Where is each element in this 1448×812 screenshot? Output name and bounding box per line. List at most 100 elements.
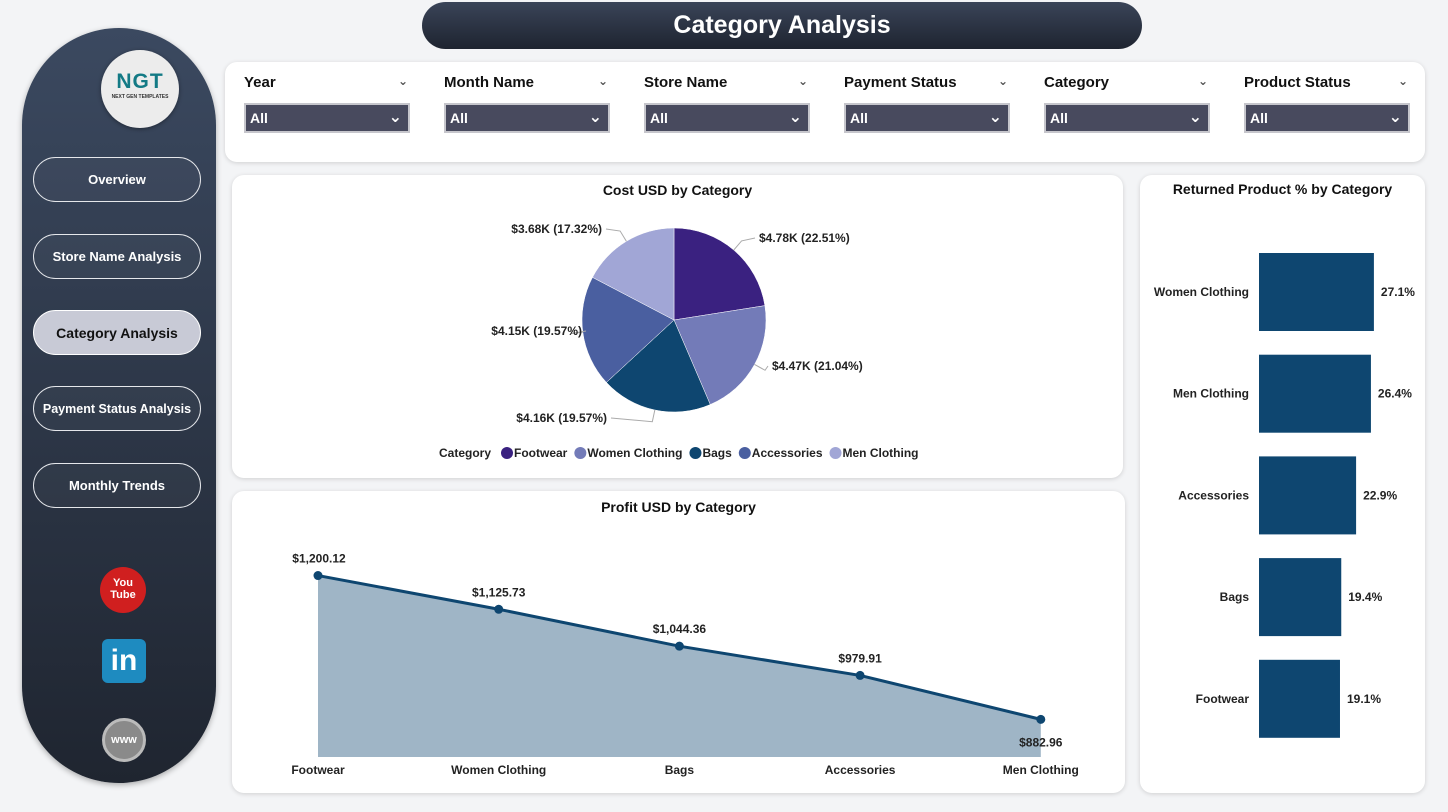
- filter-label: Year ⌄: [244, 74, 410, 96]
- chevron-down-icon[interactable]: ⌄: [1397, 74, 1408, 88]
- legend-marker: [829, 447, 842, 459]
- bar-men-clothing[interactable]: [1259, 354, 1371, 433]
- filter-label-text: Store Name: [644, 74, 728, 91]
- pie-slice-bags[interactable]: [606, 319, 711, 413]
- data-point[interactable]: [494, 604, 504, 614]
- pie-slice-footwear[interactable]: [673, 227, 766, 321]
- filter-label: Store Name ⌄: [644, 74, 810, 96]
- filter-value: All: [1250, 110, 1268, 126]
- x-tick-label: Accessories: [825, 763, 896, 777]
- chevron-down-icon[interactable]: ⌄: [397, 74, 408, 88]
- nav-overview[interactable]: Overview: [33, 157, 201, 202]
- bar-data-label: 22.9%: [1363, 488, 1397, 502]
- leader-line: [570, 330, 587, 335]
- legend-title: Category: [439, 446, 491, 460]
- filter-dropdown[interactable]: All ⌄: [1244, 103, 1410, 133]
- filter-value: All: [1050, 110, 1068, 126]
- globe-icon[interactable]: www: [102, 718, 146, 762]
- data-label: $1,125.73: [472, 585, 526, 599]
- area-fill: [318, 575, 1041, 757]
- chevron-down-icon: ⌄: [1388, 109, 1402, 126]
- filter-category: Category ⌄ All ⌄: [1044, 74, 1210, 133]
- data-point[interactable]: [1036, 714, 1046, 724]
- logo-subtext: NEXT GEN TEMPLATES: [111, 94, 169, 100]
- chevron-down-icon: ⌄: [988, 109, 1002, 126]
- data-point[interactable]: [674, 641, 684, 651]
- linkedin-icon[interactable]: in: [102, 639, 146, 683]
- nav-category-analysis[interactable]: Category Analysis: [33, 310, 201, 355]
- pie-data-label: $4.47K (21.04%): [772, 359, 863, 373]
- pie-data-label: $4.16K (19.57%): [516, 411, 607, 425]
- returned-chart-title: Returned Product % by Category: [1172, 181, 1393, 197]
- filter-dropdown[interactable]: All ⌄: [644, 103, 810, 133]
- filter-product-status: Product Status ⌄ All ⌄: [1244, 74, 1410, 133]
- cost-chart-title: Cost USD by Category: [602, 182, 753, 198]
- filter-label: Payment Status ⌄: [844, 74, 1010, 96]
- pie-slice-accessories[interactable]: [581, 277, 675, 383]
- legend-item[interactable]: Men Clothing: [843, 446, 919, 460]
- leader-line: [754, 364, 769, 371]
- chevron-down-icon: ⌄: [588, 109, 602, 126]
- data-point[interactable]: [313, 571, 323, 581]
- returned-bar-chart: Women Clothing 27.1% Men Clothing 26.4% Acce…: [1154, 253, 1415, 738]
- chevron-down-icon[interactable]: ⌄: [797, 74, 808, 88]
- filter-store-name: Store Name ⌄ All ⌄: [644, 74, 810, 133]
- legend-item[interactable]: Bags: [702, 446, 732, 460]
- pie-slice-men-clothing[interactable]: [592, 227, 675, 321]
- legend-marker: [689, 447, 702, 459]
- returned-bar-card: Returned Product % by Category Women Clo…: [1140, 175, 1425, 793]
- data-point[interactable]: [855, 670, 865, 680]
- filter-label-text: Product Status: [1244, 74, 1351, 91]
- nav-store-name-analysis[interactable]: Store Name Analysis: [33, 234, 201, 279]
- filter-dropdown[interactable]: All ⌄: [444, 103, 610, 133]
- nav-monthly-trends[interactable]: Monthly Trends: [33, 463, 201, 508]
- cost-pie-chart: $4.78K (22.51%) $4.47K (21.04%) $4.16K (19…: [439, 222, 919, 460]
- filter-value: All: [650, 110, 668, 126]
- filter-dropdown[interactable]: All ⌄: [844, 103, 1010, 133]
- bar-data-label: 19.4%: [1348, 590, 1382, 604]
- filter-label: Month Name ⌄: [444, 74, 610, 96]
- filter-label-text: Month Name: [444, 74, 534, 91]
- legend-item[interactable]: Footwear: [514, 446, 568, 460]
- page-title: Category Analysis: [422, 2, 1142, 49]
- y-tick-label: Bags: [1220, 590, 1250, 604]
- logo: NGT NEXT GEN TEMPLATES: [101, 50, 179, 128]
- nav-payment-status-analysis[interactable]: Payment Status Analysis: [33, 386, 201, 431]
- profit-area-chart: $1,200.12 Footwear $1,125.73 Women Clothing…: [291, 552, 1079, 777]
- filter-dropdown[interactable]: All ⌄: [244, 103, 410, 133]
- bar-accessories[interactable]: [1259, 456, 1357, 535]
- chevron-down-icon[interactable]: ⌄: [1197, 74, 1208, 88]
- bar-women-clothing[interactable]: [1259, 253, 1374, 331]
- filter-label: Product Status ⌄: [1244, 74, 1410, 96]
- legend-marker: [574, 447, 587, 459]
- legend-item[interactable]: Accessories: [752, 446, 823, 460]
- bar-data-label: 19.1%: [1347, 692, 1381, 706]
- profit-chart-title: Profit USD by Category: [601, 499, 756, 515]
- pie-data-label: $4.15K (19.57%): [491, 324, 582, 338]
- bar-data-label: 26.4%: [1378, 387, 1412, 401]
- bar-footwear[interactable]: [1259, 659, 1340, 738]
- filter-month-name: Month Name ⌄ All ⌄: [444, 74, 610, 133]
- filter-label: Category ⌄: [1044, 74, 1210, 96]
- pie-data-label: $4.78K (22.51%): [759, 231, 850, 245]
- x-tick-label: Bags: [665, 763, 695, 777]
- y-tick-label: Men Clothing: [1173, 387, 1249, 401]
- data-label: $1,200.12: [292, 552, 346, 566]
- data-label: $979.91: [838, 651, 882, 665]
- filter-year: Year ⌄ All ⌄: [244, 74, 410, 133]
- filter-value: All: [850, 110, 868, 126]
- filter-dropdown[interactable]: All ⌄: [1044, 103, 1210, 133]
- x-tick-label: Women Clothing: [451, 763, 546, 777]
- leader-line: [605, 228, 627, 242]
- youtube-icon[interactable]: You Tube: [100, 567, 146, 613]
- data-label: $1,044.36: [653, 622, 707, 636]
- bar-bags[interactable]: [1259, 558, 1342, 637]
- legend-marker: [501, 447, 513, 459]
- bar-data-label: 27.1%: [1381, 285, 1415, 299]
- filter-value: All: [450, 110, 468, 126]
- chevron-down-icon[interactable]: ⌄: [997, 74, 1008, 88]
- legend-item[interactable]: Women Clothing: [587, 446, 682, 460]
- x-tick-label: Men Clothing: [1003, 763, 1079, 777]
- filter-label-text: Category: [1044, 74, 1110, 91]
- chevron-down-icon[interactable]: ⌄: [597, 74, 608, 88]
